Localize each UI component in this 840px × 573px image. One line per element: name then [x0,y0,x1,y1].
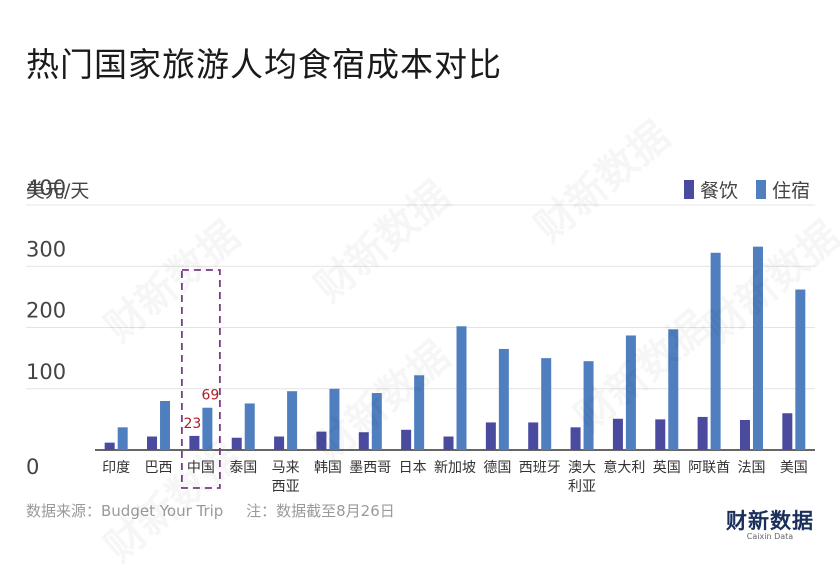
legend-item-lodging: 住宿 [755,176,810,203]
bar-lodging [583,361,594,450]
bar-lodging [329,388,340,450]
x-tick-label: 德国 [483,460,511,476]
legend-swatch-food [683,180,694,199]
x-tick-label: 巴西 [145,460,173,476]
bar-food [528,422,539,450]
x-tick-label: 日本 [399,460,427,476]
x-tick-label: 韩国 [314,460,342,476]
y-tick-label: 300 [26,237,66,261]
x-tick-label: 美国 [780,460,808,476]
bar-lodging [541,358,552,450]
bar-lodging [668,329,679,450]
highlight-box [180,269,221,489]
bar-food [655,419,666,450]
logo-subtext: Caixin Data [746,532,794,541]
x-tick-label: 利亚 [568,479,596,495]
bar-food [316,431,327,450]
x-tick-label: 马来 [272,460,300,476]
bar-food [189,435,200,450]
bar-food [443,436,454,450]
bar-food [274,436,285,450]
data-label: 69 [201,388,219,404]
chart-footer: 数据来源：Budget Your Trip 注：数据截至8月26日 [26,500,395,521]
bar-lodging [498,348,509,450]
bar-food [570,427,581,450]
x-tick-label: 英国 [653,459,681,476]
y-tick-label: 0 [26,455,39,479]
x-tick-label: 西班牙 [519,460,561,476]
bar-lodging [710,252,721,450]
x-tick-label: 法国 [737,460,765,476]
y-axis-unit-label: 美元/天 [26,180,90,202]
bar-food [697,416,708,450]
y-tick-label: 100 [26,360,66,384]
x-tick-label: 新加坡 [434,460,476,476]
bar-food [401,429,412,450]
bar-food [231,437,242,450]
bar-food [739,419,750,450]
bar-lodging [287,391,298,450]
bar-food [358,432,369,450]
bar-food [147,436,158,450]
bar-lodging [244,403,255,450]
x-tick-label: 意大利 [603,459,645,476]
legend-label-food: 餐饮 [699,180,738,202]
bar-lodging [795,289,806,450]
bar-food [104,442,115,450]
chart-legend: 餐饮 住宿 [674,176,810,203]
bar-food [612,418,623,450]
bar-lodging [202,407,213,450]
bar-lodging [160,401,171,450]
x-tick-label: 墨西哥 [349,460,391,476]
note-text: 注：数据截至8月26日 [246,502,395,520]
x-tick-label: 阿联酋 [688,459,730,476]
x-tick-label: 中国 [187,460,215,476]
x-tick-label: 泰国 [229,460,257,476]
legend-swatch-lodging [755,180,766,199]
bar-lodging [625,335,636,450]
x-tick-label: 澳大 [568,460,596,476]
bar-food [485,422,496,450]
bar-lodging [456,326,467,450]
y-tick-label: 200 [26,299,66,323]
bar-food [782,413,793,450]
bar-lodging [414,375,425,450]
source-text: 数据来源：Budget Your Trip [26,502,224,520]
logo-text: 财新数据 [726,509,814,533]
x-tick-label: 印度 [102,460,130,476]
legend-item-food: 餐饮 [683,176,738,203]
bar-lodging [371,393,382,450]
caixin-logo: 财新数据 Caixin Data [726,510,814,541]
bar-lodging [752,246,763,450]
legend-label-lodging: 住宿 [771,180,810,202]
chart-title: 热门国家旅游人均食宿成本对比 [26,45,502,84]
x-tick-label: 西亚 [272,479,300,495]
data-label: 23 [183,416,201,432]
bar-lodging [117,427,128,450]
y-tick-label: 400 [26,176,66,200]
